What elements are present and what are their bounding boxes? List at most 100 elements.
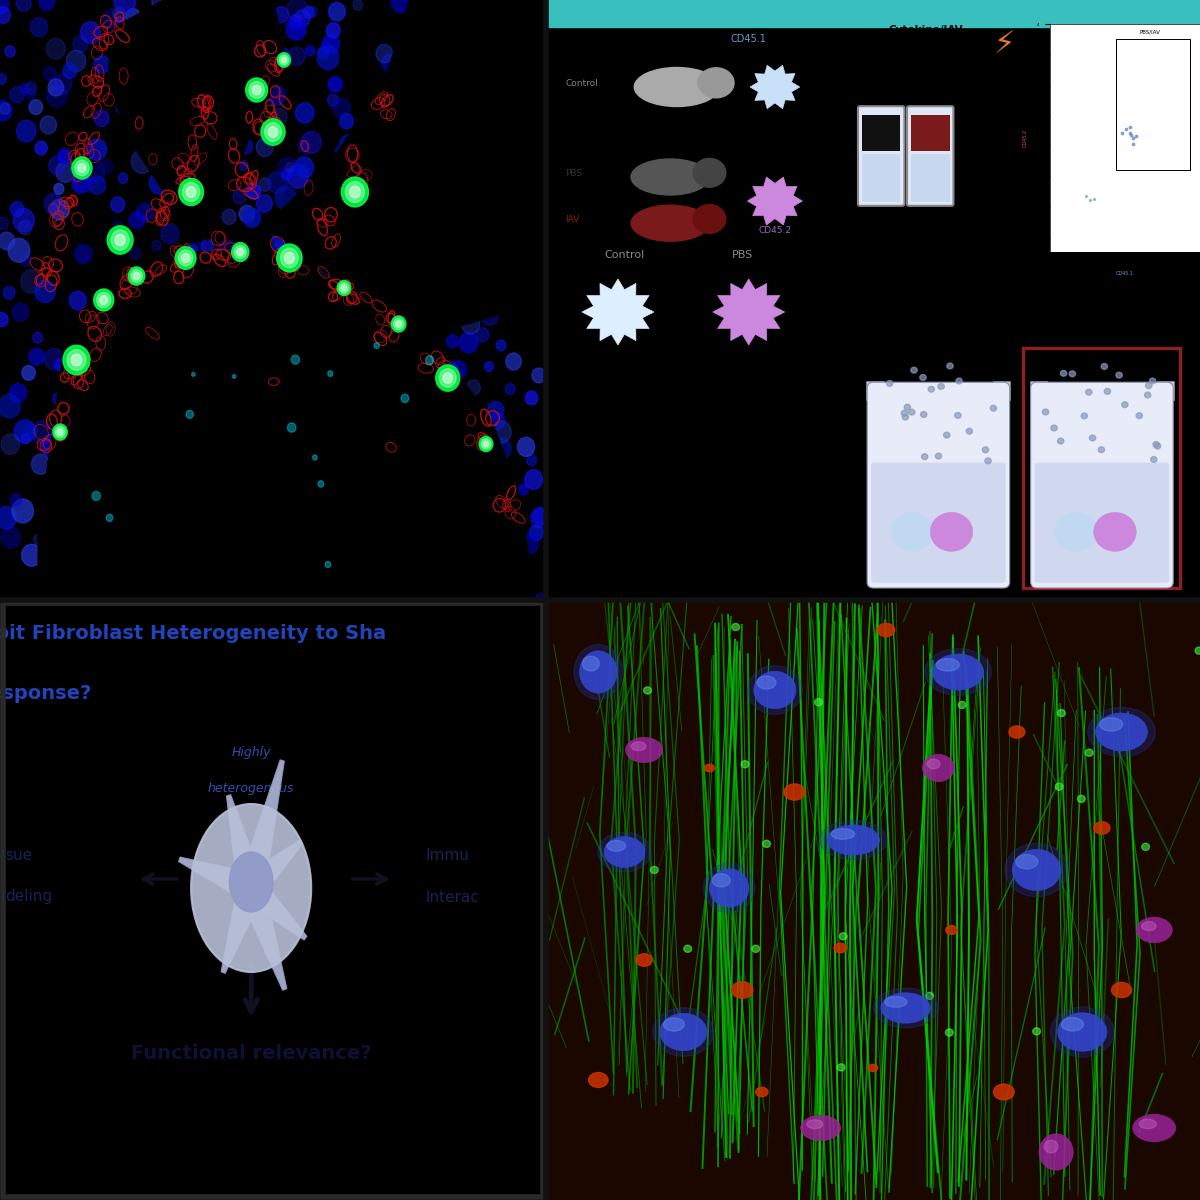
Circle shape [294,157,313,178]
Circle shape [518,484,528,494]
Circle shape [188,49,200,62]
Circle shape [25,82,36,95]
Circle shape [408,282,419,295]
Circle shape [187,422,203,440]
Circle shape [30,18,48,37]
Circle shape [1098,446,1104,452]
Point [1080,191,1099,210]
Circle shape [157,532,175,551]
Circle shape [31,421,52,444]
Ellipse shape [834,943,846,953]
Point [1120,118,1139,137]
Circle shape [44,348,64,370]
Circle shape [260,119,286,145]
Circle shape [438,224,451,238]
Circle shape [32,332,43,343]
Ellipse shape [574,644,623,700]
Circle shape [523,144,534,156]
Circle shape [295,10,310,26]
Circle shape [216,71,236,94]
Circle shape [288,422,296,432]
Circle shape [372,508,388,526]
Text: No difference: No difference [623,356,718,370]
Circle shape [412,277,432,299]
Circle shape [341,142,352,154]
Bar [860,348,1016,588]
Circle shape [280,55,288,65]
Circle shape [271,233,290,254]
Circle shape [349,274,362,287]
Ellipse shape [936,659,959,671]
Polygon shape [242,876,307,940]
Circle shape [461,595,469,605]
Circle shape [258,40,274,56]
Circle shape [107,514,113,522]
Circle shape [268,85,286,106]
Circle shape [454,155,473,176]
Circle shape [131,409,149,428]
Circle shape [337,281,350,295]
Ellipse shape [757,676,776,689]
Circle shape [262,557,278,575]
Circle shape [401,394,409,402]
Circle shape [421,385,431,395]
Circle shape [416,578,426,589]
Ellipse shape [932,654,984,690]
Ellipse shape [1061,1018,1084,1031]
Circle shape [347,294,359,307]
Circle shape [277,53,290,67]
Circle shape [935,454,942,458]
FancyBboxPatch shape [1031,382,1174,588]
Point [1127,127,1146,146]
Circle shape [74,326,91,346]
Point [1122,125,1141,144]
Circle shape [248,82,264,98]
Text: Control: Control [565,79,599,89]
Circle shape [181,253,190,263]
Circle shape [538,0,554,11]
Circle shape [295,103,314,124]
Circle shape [48,79,64,96]
Circle shape [179,114,187,124]
Circle shape [349,220,362,235]
Ellipse shape [1096,713,1147,751]
Circle shape [488,238,503,252]
Circle shape [1136,413,1142,419]
Circle shape [29,348,44,365]
Circle shape [0,232,14,250]
Circle shape [1102,364,1108,370]
Circle shape [277,244,302,272]
Circle shape [271,228,281,238]
Circle shape [101,160,113,173]
Circle shape [401,166,420,186]
Circle shape [412,83,431,103]
Ellipse shape [1004,844,1068,896]
Circle shape [424,282,438,298]
Circle shape [318,481,324,487]
Circle shape [460,332,478,353]
Text: esponse?: esponse? [0,684,91,703]
Circle shape [0,73,6,84]
Text: A): A) [572,36,600,56]
Circle shape [312,302,330,320]
Circle shape [113,7,126,22]
Circle shape [185,55,194,65]
Circle shape [424,263,432,272]
Text: Cytokine/IAV: Cytokine/IAV [888,25,962,35]
Circle shape [282,169,292,180]
Circle shape [252,85,260,95]
Ellipse shape [1039,1134,1073,1170]
Text: Interac: Interac [426,889,480,905]
Circle shape [421,190,437,208]
Ellipse shape [1050,1007,1115,1057]
Circle shape [131,377,145,392]
Circle shape [72,157,92,179]
Circle shape [462,49,474,64]
Circle shape [426,412,437,422]
Circle shape [499,257,516,275]
Circle shape [161,397,180,418]
Circle shape [62,503,83,526]
Circle shape [354,443,366,455]
Circle shape [328,395,348,416]
Circle shape [481,306,498,325]
